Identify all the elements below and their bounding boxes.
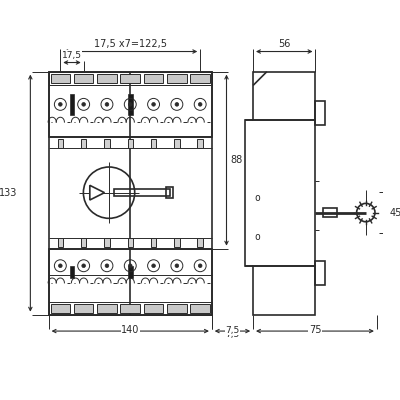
- Bar: [49, 72, 212, 84]
- Bar: [81, 138, 86, 148]
- Bar: [144, 74, 163, 83]
- Circle shape: [58, 102, 62, 106]
- Bar: [245, 120, 316, 266]
- Bar: [104, 238, 110, 247]
- Text: 45: 45: [390, 208, 400, 218]
- Circle shape: [198, 264, 202, 268]
- Bar: [114, 189, 170, 196]
- Text: 140: 140: [121, 325, 140, 335]
- Bar: [70, 266, 74, 278]
- Bar: [190, 74, 210, 83]
- Text: 7,5: 7,5: [225, 330, 240, 339]
- Bar: [253, 72, 316, 120]
- Bar: [49, 72, 212, 137]
- Bar: [198, 238, 203, 247]
- Text: 75: 75: [309, 325, 321, 335]
- Circle shape: [175, 102, 179, 106]
- Bar: [198, 138, 203, 148]
- Polygon shape: [90, 185, 104, 200]
- Bar: [253, 266, 316, 314]
- Bar: [49, 302, 212, 314]
- Circle shape: [152, 102, 156, 106]
- Circle shape: [175, 264, 179, 268]
- Bar: [151, 238, 156, 247]
- Bar: [50, 74, 70, 83]
- Bar: [190, 304, 210, 313]
- Circle shape: [152, 264, 156, 268]
- Bar: [74, 304, 94, 313]
- Text: 17,5 x7=122,5: 17,5 x7=122,5: [94, 39, 167, 49]
- Bar: [128, 138, 133, 148]
- Bar: [49, 248, 212, 314]
- Bar: [58, 138, 63, 148]
- Circle shape: [128, 264, 132, 268]
- Text: 17,5: 17,5: [62, 51, 82, 60]
- Bar: [120, 304, 140, 313]
- Bar: [174, 138, 180, 148]
- Bar: [128, 94, 132, 115]
- Bar: [316, 101, 324, 125]
- Bar: [174, 238, 180, 247]
- Text: 56: 56: [278, 39, 290, 49]
- Bar: [120, 74, 140, 83]
- Bar: [81, 238, 86, 247]
- Circle shape: [128, 102, 132, 106]
- Bar: [50, 304, 70, 313]
- Bar: [128, 266, 132, 278]
- Bar: [49, 72, 212, 314]
- Circle shape: [82, 102, 86, 106]
- Bar: [167, 304, 187, 313]
- Text: o: o: [254, 232, 260, 242]
- Bar: [144, 304, 163, 313]
- Bar: [167, 74, 187, 83]
- Text: 133: 133: [0, 188, 18, 198]
- Circle shape: [105, 264, 109, 268]
- Bar: [316, 261, 324, 286]
- Bar: [166, 187, 173, 198]
- Bar: [128, 238, 133, 247]
- Circle shape: [58, 264, 62, 268]
- Text: 7,5: 7,5: [225, 326, 240, 335]
- Bar: [70, 94, 74, 115]
- Bar: [104, 138, 110, 148]
- Bar: [74, 74, 94, 83]
- Circle shape: [82, 264, 86, 268]
- Bar: [97, 74, 117, 83]
- Text: o: o: [254, 193, 260, 203]
- Bar: [58, 238, 63, 247]
- Text: 88: 88: [230, 155, 242, 165]
- Bar: [323, 208, 338, 217]
- Circle shape: [105, 102, 109, 106]
- Bar: [151, 138, 156, 148]
- Circle shape: [198, 102, 202, 106]
- Bar: [97, 304, 117, 313]
